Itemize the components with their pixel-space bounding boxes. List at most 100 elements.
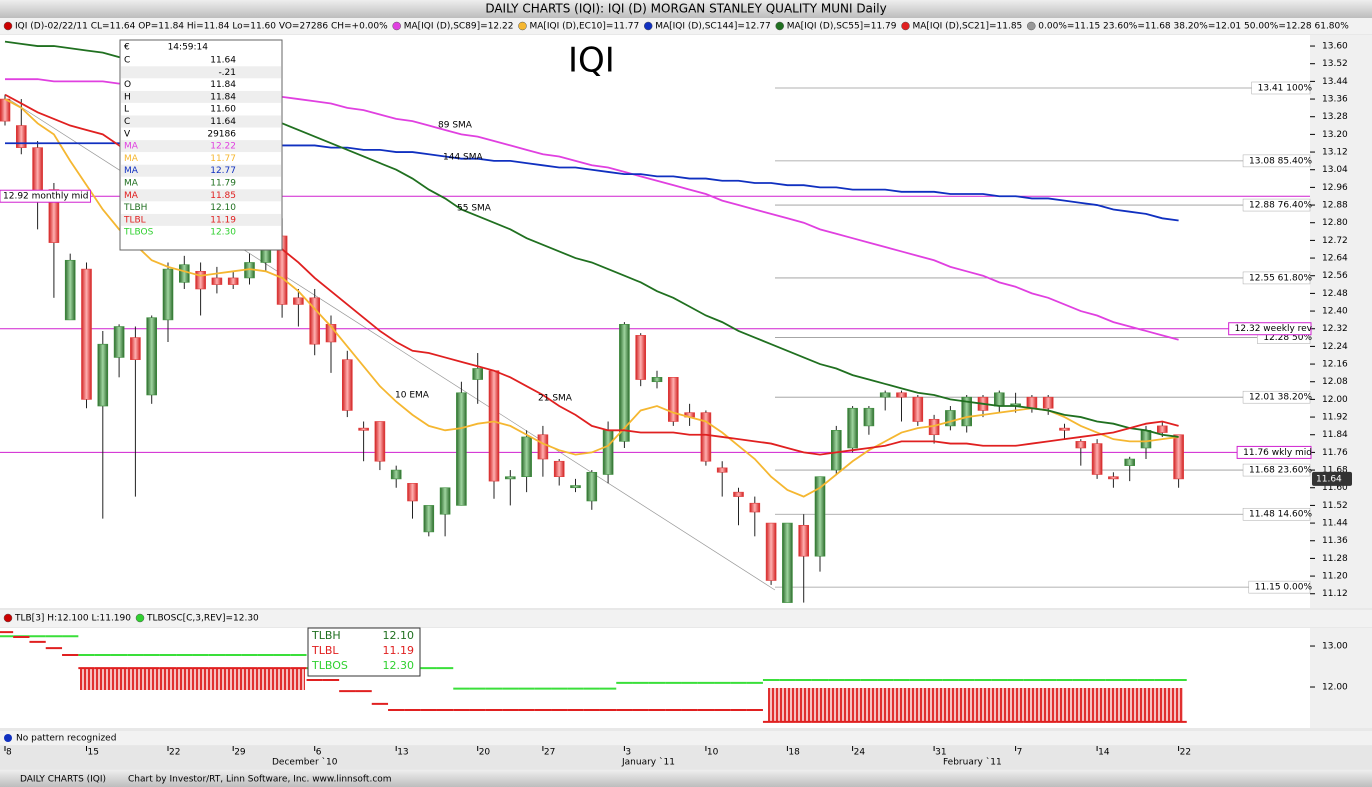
info-value: 12.22 [210, 142, 236, 152]
candle-body [1157, 425, 1168, 433]
candle-body [733, 491, 744, 497]
legend-dot [1027, 21, 1036, 31]
y-tick-label: 11.92 [1322, 413, 1348, 423]
month-label: December `10 [272, 757, 338, 768]
legend-dot [392, 21, 401, 31]
candle-body [179, 264, 190, 283]
candle-body [521, 436, 532, 477]
x-tick-label: 8 [6, 748, 12, 758]
level-label: 11.76 wkly mid [1243, 448, 1312, 458]
candle-body [716, 467, 728, 473]
legend-dot [643, 21, 653, 31]
candle-body [847, 407, 858, 449]
y-tick-label: 13.52 [1322, 59, 1348, 69]
x-tick-label: 24 [854, 748, 866, 758]
ma-label: 10 EMA [395, 391, 430, 401]
info-label: TLBH [123, 203, 147, 213]
info-value: 12.10 [383, 629, 415, 642]
y-tick-label: 12.72 [1322, 236, 1348, 246]
info-label: TLBL [311, 644, 339, 657]
y-tick-label: 13.28 [1322, 112, 1348, 122]
fib-label: 11.68 23.60% [1249, 466, 1312, 476]
candle-body [814, 476, 826, 557]
title-bar [0, 0, 1372, 18]
month-label: February `11 [943, 757, 1002, 768]
candle-body [488, 370, 500, 482]
candle-body [553, 460, 565, 477]
info-row-bg [121, 90, 281, 103]
date-axis [0, 746, 1372, 769]
y-tick-label: 12.08 [1322, 377, 1348, 387]
candle-body [162, 268, 174, 321]
y-tick-label: 11.12 [1322, 589, 1348, 599]
x-tick-label: 20 [479, 748, 491, 758]
fib-label-box [1242, 271, 1311, 285]
x-tick-label: 22 [169, 748, 180, 758]
candle-body [945, 410, 956, 427]
candle-body [635, 335, 647, 380]
info-value: -.21 [218, 68, 236, 78]
info-label: C [124, 56, 130, 66]
fib-label-box [1242, 390, 1311, 404]
candle-body [586, 471, 598, 502]
x-tick-label: 6 [316, 748, 322, 758]
fib-label-box [1242, 154, 1311, 168]
status-text: No pattern recognized [16, 734, 116, 744]
x-tick-label: 31 [935, 748, 946, 758]
ma-label: 144 SMA [443, 153, 484, 163]
level-label: 12.32 weekly rev [1235, 324, 1313, 334]
legend-dot [135, 613, 145, 623]
x-tick-label: 3 [625, 748, 631, 758]
fib-label-box [1242, 198, 1311, 212]
fib-label: 12.88 76.40% [1249, 201, 1312, 211]
legend-item: MA[IQI (D),SC55]=11.79 [787, 22, 897, 32]
legend-item: TLBOSC[C,3,REV]=12.30 [146, 614, 259, 624]
candle-body [407, 483, 418, 502]
info-label: L [124, 105, 129, 115]
info-label: TLBH [311, 629, 341, 642]
month-label: January `11 [621, 757, 675, 768]
lower-header [0, 610, 1372, 627]
candle-body [504, 476, 516, 480]
tlb-bars [80, 668, 305, 690]
candle-body [195, 271, 206, 290]
y-tick-label: 12.00 [1322, 683, 1348, 693]
candle-body [211, 277, 223, 285]
candle-body [0, 98, 11, 122]
candle-body [1173, 434, 1184, 480]
window-title: DAILY CHARTS (IQI): IQI (D) MORGAN STANL… [485, 2, 886, 16]
price-axis [1310, 35, 1372, 608]
legend-item: MA[IQI (D),EC10]=11.77 [529, 22, 639, 32]
info-label: H [124, 92, 131, 102]
legend-dot [518, 21, 527, 31]
info-value: 11.84 [210, 80, 236, 90]
fib-label: 11.15 0.00% [1255, 583, 1313, 593]
y-tick-label: 13.60 [1322, 42, 1348, 52]
legend-item: 0.00%=11.15 23.60%=11.68 38.20%=12.01 50… [1038, 22, 1349, 32]
candle-body [1124, 458, 1135, 466]
info-value: 11.84 [210, 92, 236, 102]
candle-body [456, 392, 467, 506]
candle-body [1075, 441, 1087, 449]
y-tick-label: 12.24 [1322, 342, 1348, 352]
x-tick-label: 18 [788, 748, 800, 758]
info-row-bg [121, 189, 281, 202]
info-value: 11.77 [210, 154, 236, 164]
y-tick-label: 11.68 [1322, 466, 1348, 476]
info-label: MA [124, 191, 139, 201]
info-time: 14:59:14 [168, 43, 209, 53]
legend-item: IQI (D)-02/22/11 CL=11.64 OP=11.84 Hi=11… [15, 22, 388, 32]
y-tick-label: 11.44 [1322, 519, 1348, 529]
y-tick-label: 12.88 [1322, 201, 1348, 211]
info-value: 12.77 [210, 166, 236, 176]
y-tick-label: 11.36 [1322, 536, 1348, 546]
legend-dot [3, 21, 13, 31]
footer-tab[interactable]: DAILY CHARTS (IQI) [20, 775, 106, 785]
candle-body [993, 392, 1005, 407]
info-label: O [124, 80, 131, 90]
candle-body [374, 421, 386, 462]
fib-label-box [1242, 507, 1311, 521]
candle-body [961, 396, 973, 427]
ma-label: 21 SMA [538, 394, 573, 404]
candle-body [472, 368, 484, 380]
